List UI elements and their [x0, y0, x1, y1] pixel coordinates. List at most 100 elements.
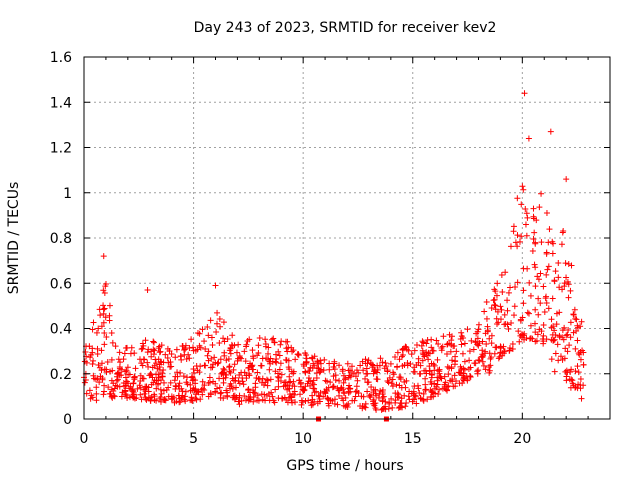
- data-point: [271, 339, 278, 346]
- data-point: [434, 367, 441, 374]
- data-point: [533, 337, 540, 344]
- data-point: [484, 328, 491, 335]
- data-point: [480, 362, 487, 369]
- data-point: [201, 338, 208, 345]
- data-point: [330, 383, 337, 390]
- data-point: [193, 396, 200, 403]
- data-point: [565, 261, 572, 268]
- data-point: [263, 392, 270, 399]
- data-point: [148, 348, 155, 355]
- data-point: [286, 373, 293, 380]
- data-point: [163, 386, 170, 393]
- data-point: [112, 343, 119, 350]
- data-point: [150, 339, 157, 346]
- data-point: [313, 369, 320, 376]
- data-point: [204, 324, 211, 331]
- data-point: [229, 332, 236, 339]
- data-point: [101, 341, 108, 348]
- data-point: [459, 350, 466, 357]
- data-point: [151, 397, 158, 404]
- data-point: [193, 388, 200, 395]
- data-point: [86, 387, 93, 394]
- data-point: [93, 384, 100, 391]
- data-point: [518, 201, 525, 208]
- data-point: [132, 365, 139, 372]
- data-point: [341, 390, 348, 397]
- data-point: [112, 382, 119, 389]
- y-tick-label: 0.8: [50, 231, 72, 247]
- data-point: [155, 356, 162, 363]
- data-point: [136, 382, 143, 389]
- data-point: [101, 366, 108, 373]
- data-point: [179, 343, 186, 350]
- data-point: [302, 369, 309, 376]
- data-point: [411, 364, 418, 371]
- data-point: [225, 356, 232, 363]
- data-point: [204, 352, 211, 359]
- data-point: [322, 377, 329, 384]
- data-point: [216, 340, 223, 347]
- data-point: [515, 328, 522, 335]
- data-point: [443, 351, 450, 358]
- data-point: [344, 360, 351, 367]
- data-point: [160, 387, 167, 394]
- data-point: [151, 391, 158, 398]
- x-axis-title: GPS time / hours: [286, 458, 403, 474]
- data-point: [305, 375, 312, 382]
- data-point: [83, 359, 90, 366]
- data-point: [545, 239, 552, 246]
- data-point: [560, 227, 567, 234]
- data-point: [557, 353, 564, 360]
- data-point: [192, 380, 199, 387]
- data-point: [109, 394, 116, 401]
- data-point: [128, 344, 135, 351]
- data-point: [331, 360, 338, 367]
- data-point: [231, 342, 238, 349]
- data-point: [168, 396, 175, 403]
- data-point: [147, 397, 154, 404]
- data-point: [186, 355, 193, 362]
- data-point-outlier: [578, 395, 585, 402]
- data-point: [186, 345, 193, 352]
- data-point: [363, 370, 370, 377]
- data-point: [288, 397, 295, 404]
- data-point: [541, 309, 548, 316]
- data-point: [536, 326, 543, 333]
- data-point: [123, 392, 130, 399]
- data-point: [285, 364, 292, 371]
- data-point: [118, 393, 125, 400]
- data-point: [445, 383, 452, 390]
- data-point: [362, 404, 369, 411]
- data-point: [474, 368, 481, 375]
- data-point: [377, 355, 384, 362]
- data-point: [340, 386, 347, 393]
- data-point: [544, 266, 551, 273]
- data-point: [479, 358, 486, 365]
- data-point: [478, 353, 485, 360]
- data-point: [405, 393, 412, 400]
- data-point: [323, 378, 330, 385]
- data-point: [446, 331, 453, 338]
- data-point: [81, 379, 88, 386]
- data-point: [252, 384, 259, 391]
- data-point: [464, 377, 471, 384]
- data-point: [522, 206, 529, 213]
- data-point: [530, 205, 537, 212]
- data-point: [329, 397, 336, 404]
- data-point: [548, 316, 555, 323]
- data-point: [354, 377, 361, 384]
- data-point: [543, 300, 550, 307]
- data-point: [411, 392, 418, 399]
- data-point: [551, 277, 558, 284]
- data-point: [157, 398, 164, 405]
- data-point: [218, 370, 225, 377]
- data-point: [545, 263, 552, 270]
- data-point: [165, 393, 172, 400]
- data-point: [188, 394, 195, 401]
- data-point: [311, 353, 318, 360]
- data-point: [97, 312, 104, 319]
- data-point: [353, 388, 360, 395]
- data-point: [392, 399, 399, 406]
- data-point: [439, 343, 446, 350]
- data-point: [458, 341, 465, 348]
